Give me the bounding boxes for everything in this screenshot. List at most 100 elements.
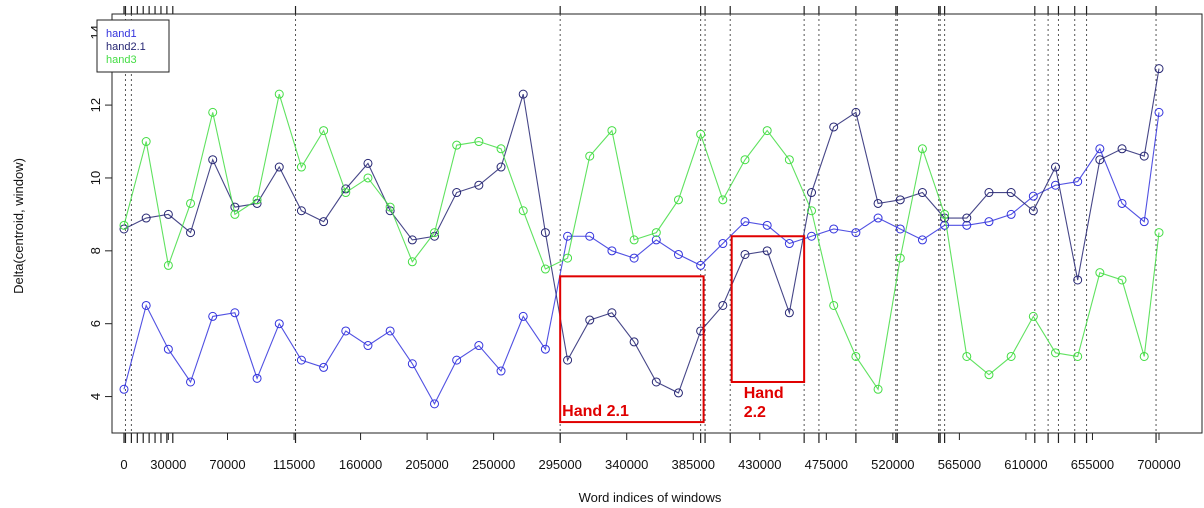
- data-point-hand1: [1117, 198, 1127, 208]
- data-point-hand1: [474, 341, 484, 351]
- y-axis-title: Delta(centroid, window): [11, 158, 26, 294]
- data-point-hand3: [141, 137, 151, 147]
- data-point-hand1: [119, 384, 129, 394]
- legend-box: [96, 19, 170, 73]
- data-point-hand3: [496, 144, 506, 154]
- x-tick-label: 115000: [273, 457, 315, 472]
- data-point-hand1: [651, 235, 661, 245]
- data-point-hand1: [984, 217, 994, 227]
- data-point-hand3: [1139, 351, 1149, 361]
- data-point-hand2.1: [829, 122, 839, 132]
- data-point-hand1: [141, 300, 151, 310]
- y-tick-label: 6: [88, 320, 103, 327]
- data-point-hand1: [851, 228, 861, 238]
- data-point-hand3: [807, 206, 817, 216]
- x-tick-label: 160000: [339, 457, 382, 472]
- data-point-hand2.1: [873, 198, 883, 208]
- data-point-hand2.1: [1051, 162, 1060, 172]
- x-tick-label: 520000: [871, 457, 914, 472]
- y-tick-label: 12: [88, 98, 103, 112]
- data-point-hand1: [540, 344, 550, 354]
- x-tick-label: 430000: [738, 457, 781, 472]
- x-axis: 0 30000 70000 115000 160000 205000 250000 29500…: [120, 433, 1181, 472]
- data-point-hand3: [585, 151, 595, 161]
- data-point-hand2.1: [1117, 144, 1127, 154]
- data-point-hand2.1: [452, 188, 462, 198]
- x-axis-rug: [123, 6, 1157, 443]
- data-point-hand2.1: [585, 315, 595, 325]
- legend-label-hand3: hand3: [106, 54, 137, 66]
- series-hand2.1: [119, 64, 1164, 398]
- data-point-hand2.1: [673, 388, 683, 398]
- data-point-hand2.1: [718, 300, 728, 310]
- data-point-hand1: [563, 231, 573, 241]
- data-point-hand2.1: [363, 158, 373, 168]
- data-point-hand3: [962, 351, 972, 361]
- data-point-hand1: [274, 319, 284, 329]
- data-point-hand2.1: [851, 107, 861, 117]
- data-point-hand1: [518, 311, 528, 321]
- data-point-hand1: [341, 326, 351, 336]
- x-tick-label: 340000: [605, 457, 648, 472]
- data-point-hand1: [230, 308, 240, 318]
- data-point-hand1: [452, 355, 462, 365]
- data-point-hand2.1: [962, 213, 972, 223]
- data-point-hand1: [784, 239, 794, 249]
- data-point-hand3: [940, 209, 950, 219]
- data-point-hand2.1: [651, 377, 661, 387]
- x-tick-label: 250000: [472, 457, 515, 472]
- data-point-hand1: [163, 344, 173, 354]
- data-point-hand3: [873, 384, 883, 394]
- series-line-hand3: [123, 93, 1160, 391]
- data-point-hand3: [740, 155, 750, 165]
- data-point-hand2.1: [984, 188, 994, 198]
- x-tick-label: 475000: [805, 457, 848, 472]
- data-point-hand3: [341, 188, 351, 198]
- x-tick-label: 30000: [150, 457, 186, 472]
- data-point-hand2.1: [319, 217, 329, 227]
- data-point-hand3: [1154, 228, 1164, 238]
- data-point-hand3: [1095, 268, 1105, 278]
- x-tick-label: 295000: [538, 457, 581, 472]
- data-point-hand3: [296, 162, 306, 172]
- data-point-hand3: [829, 300, 839, 310]
- data-point-hand3: [208, 107, 218, 117]
- data-point-hand3: [518, 206, 528, 216]
- data-point-hand3: [230, 209, 240, 219]
- data-point-hand1: [718, 239, 728, 249]
- data-point-hand1: [940, 220, 950, 230]
- data-point-hand1: [430, 399, 439, 409]
- data-point-hand2.1: [474, 180, 484, 190]
- data-point-hand3: [186, 198, 196, 208]
- data-point-hand1: [1139, 217, 1149, 227]
- data-point-hand1: [629, 253, 639, 263]
- x-tick-label: 655000: [1071, 457, 1114, 472]
- data-point-hand1: [1073, 177, 1083, 187]
- data-point-hand3: [540, 264, 550, 274]
- data-point-hand3: [1117, 275, 1127, 285]
- series-lines: [119, 64, 1164, 409]
- plot-frame: [111, 13, 1203, 434]
- legend: hand1 hand2.1 hand3: [96, 19, 170, 73]
- data-point-hand1: [829, 224, 839, 234]
- data-point-hand1: [1154, 107, 1164, 117]
- x-tick-label: 385000: [672, 457, 715, 472]
- data-point-hand2.1: [496, 162, 506, 172]
- data-point-hand3: [407, 257, 417, 267]
- data-point-hand2.1: [540, 228, 550, 238]
- annotation-label-hand-2-1: Hand 2.1: [562, 403, 629, 420]
- data-point-hand3: [430, 228, 439, 238]
- data-point-hand2.1: [784, 308, 794, 318]
- data-point-hand1: [895, 224, 905, 234]
- data-point-hand1: [762, 220, 772, 230]
- data-point-hand3: [1051, 348, 1060, 358]
- data-point-hand3: [363, 173, 373, 183]
- data-point-hand2.1: [230, 202, 240, 212]
- data-point-hand3: [895, 253, 905, 263]
- data-point-hand1: [1028, 191, 1038, 201]
- x-tick-label: 610000: [1004, 457, 1047, 472]
- data-point-hand1: [319, 362, 329, 372]
- data-point-hand3: [651, 228, 661, 238]
- data-point-hand1: [673, 249, 683, 259]
